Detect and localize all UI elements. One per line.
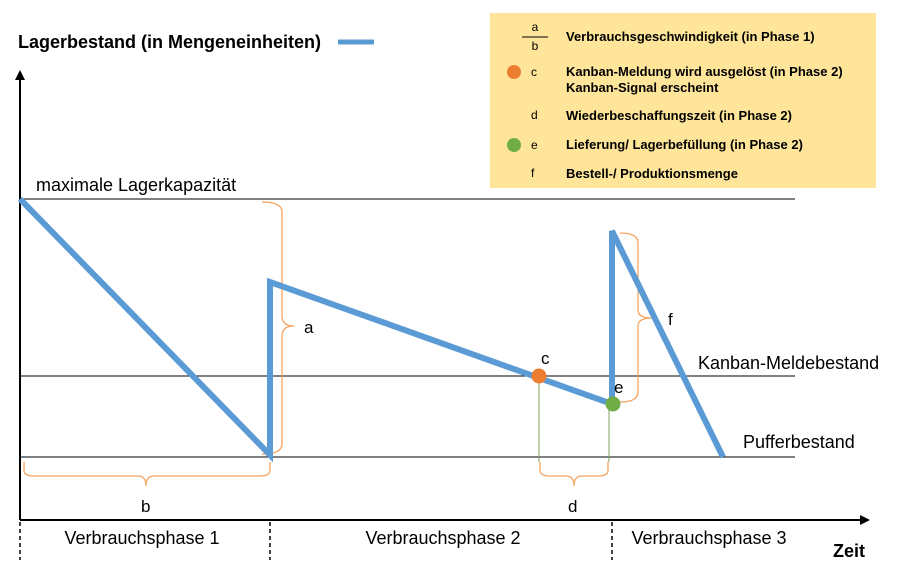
kanban-level-label: Kanban-Meldebestand <box>698 353 879 373</box>
legend-delivery-dot <box>507 138 521 152</box>
marker-c: c <box>541 349 550 368</box>
legend-fraction-top: a <box>532 20 539 34</box>
legend: a b Verbrauchsgeschwindigkeit (in Phase … <box>490 13 876 188</box>
legend-item-kanban: Kanban-Meldung wird ausgelöst (in Phase … <box>566 64 843 79</box>
marker-a: a <box>304 318 314 337</box>
phase-1-label: Verbrauchsphase 1 <box>64 528 219 548</box>
x-axis-label: Zeit <box>833 541 865 561</box>
marker-f: f <box>668 310 673 329</box>
legend-item-order-quantity: Bestell-/ Produktionsmenge <box>566 166 738 181</box>
legend-fraction-bottom: b <box>532 39 539 53</box>
legend-item-delivery: Lieferung/ Lagerbefüllung (in Phase 2) <box>566 137 803 152</box>
chart-title: Lagerbestand (in Mengeneinheiten) <box>18 32 321 52</box>
legend-kanban-dot <box>507 65 521 79</box>
marker-e: e <box>614 378 623 397</box>
legend-key-c: c <box>531 65 537 79</box>
legend-item-kanban-signal: Kanban-Signal erscheint <box>566 80 719 95</box>
legend-item-speed: Verbrauchsgeschwindigkeit (in Phase 1) <box>566 29 815 44</box>
kanban-trigger-point <box>531 368 547 384</box>
max-capacity-label: maximale Lagerkapazität <box>36 175 236 195</box>
legend-key-f: f <box>531 166 535 180</box>
brace-b <box>23 462 271 487</box>
legend-key-e: e <box>531 138 538 152</box>
legend-key-d: d <box>531 108 538 122</box>
legend-item-replenishment: Wiederbeschaffungszeit (in Phase 2) <box>566 108 792 123</box>
buffer-level-label: Pufferbestand <box>743 432 855 452</box>
phase-3-label: Verbrauchsphase 3 <box>631 528 786 548</box>
delivery-point <box>605 396 621 412</box>
legend-background <box>490 13 876 188</box>
phase-2-label: Verbrauchsphase 2 <box>365 528 520 548</box>
marker-b: b <box>141 497 150 516</box>
stock-level-line <box>17 196 726 463</box>
brace-a <box>261 201 295 455</box>
brace-d <box>539 462 609 487</box>
marker-d: d <box>568 497 577 516</box>
